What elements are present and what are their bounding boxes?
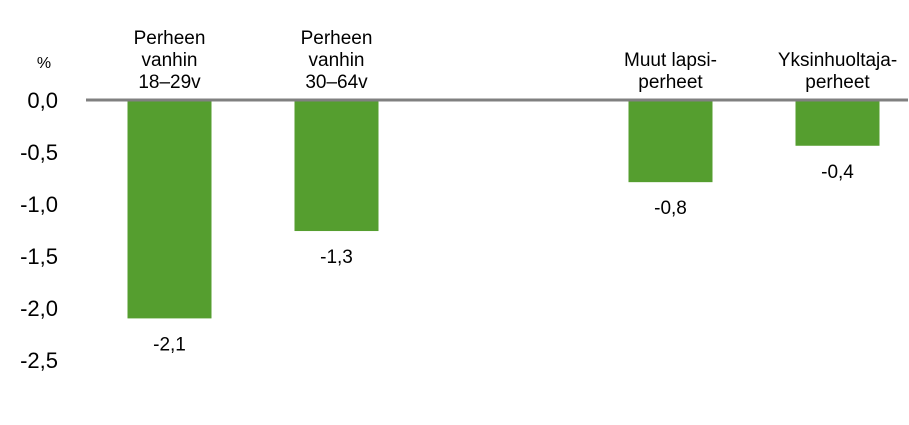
y-tick-label: -2,5 bbox=[20, 348, 58, 373]
category-label: 18–29v bbox=[138, 72, 201, 93]
category-label: Perheen bbox=[134, 28, 206, 49]
category-label: vanhin bbox=[142, 50, 198, 71]
y-tick-label: 0,0 bbox=[27, 88, 58, 113]
data-label: -0,8 bbox=[654, 198, 687, 219]
bar bbox=[795, 100, 880, 146]
bar bbox=[628, 100, 713, 183]
bar bbox=[127, 100, 212, 319]
category-label: vanhin bbox=[309, 50, 365, 71]
category-label: Yksinhuoltaja- bbox=[778, 50, 897, 71]
category-labels: Perheenvanhin18–29vPerheenvanhin30–64vMu… bbox=[134, 28, 898, 93]
y-axis: 0,0 -0,5 -1,0 -1,5 -2,0 -2,5 bbox=[20, 88, 58, 373]
category-label: 30–64v bbox=[305, 72, 368, 93]
unit-label: % bbox=[37, 55, 51, 72]
data-label: -1,3 bbox=[320, 247, 353, 268]
y-tick-label: -0,5 bbox=[20, 140, 58, 165]
category-label: Muut lapsi- bbox=[624, 50, 717, 71]
data-label: -2,1 bbox=[153, 334, 186, 355]
category-label: perheet bbox=[805, 72, 870, 93]
data-labels: -2,1 -1,3 -0,8 -0,4 bbox=[153, 162, 854, 356]
category-label: perheet bbox=[638, 72, 703, 93]
y-tick-label: -2,0 bbox=[20, 296, 58, 321]
category-label: Perheen bbox=[301, 28, 373, 49]
y-tick-label: -1,0 bbox=[20, 192, 58, 217]
data-label: -0,4 bbox=[821, 162, 854, 183]
y-tick-label: -1,5 bbox=[20, 244, 58, 269]
bars bbox=[127, 100, 880, 319]
bar bbox=[294, 100, 379, 232]
